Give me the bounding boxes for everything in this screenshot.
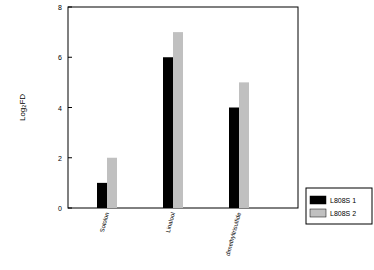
plot-frame [68,7,298,208]
x-tick-label: Linalool [165,212,176,234]
y-tick-label: 0 [58,205,62,212]
y-tick [68,7,72,8]
bar [229,108,239,209]
y-tick [68,208,72,209]
y-tick-label: 4 [58,105,62,112]
bar [97,183,107,208]
x-tick-label: Sotolon [99,212,110,233]
y-tick [68,57,72,58]
y-tick [68,157,72,158]
bars [97,32,249,208]
bar [173,32,183,208]
y-tick-label: 6 [58,54,62,61]
bar [239,82,249,208]
legend-swatch [310,209,326,217]
chart: 0 2 4 6 8 Log₂FD Sotolon Linalool dimethyltrisul… [0,0,374,270]
legend-swatch [310,196,326,204]
legend-label: L808S 2 [330,210,356,217]
y-axis-label: Log₂FD [18,94,27,121]
y-tick [68,107,72,108]
y-tick-label: 2 [58,155,62,162]
legend-label: L808S 1 [330,197,356,204]
bar [163,57,173,208]
y-tick-label: 8 [58,4,62,11]
bar [107,158,117,208]
x-tick-label: dimethyltrisulfide [225,211,243,256]
legend-box [306,188,372,224]
